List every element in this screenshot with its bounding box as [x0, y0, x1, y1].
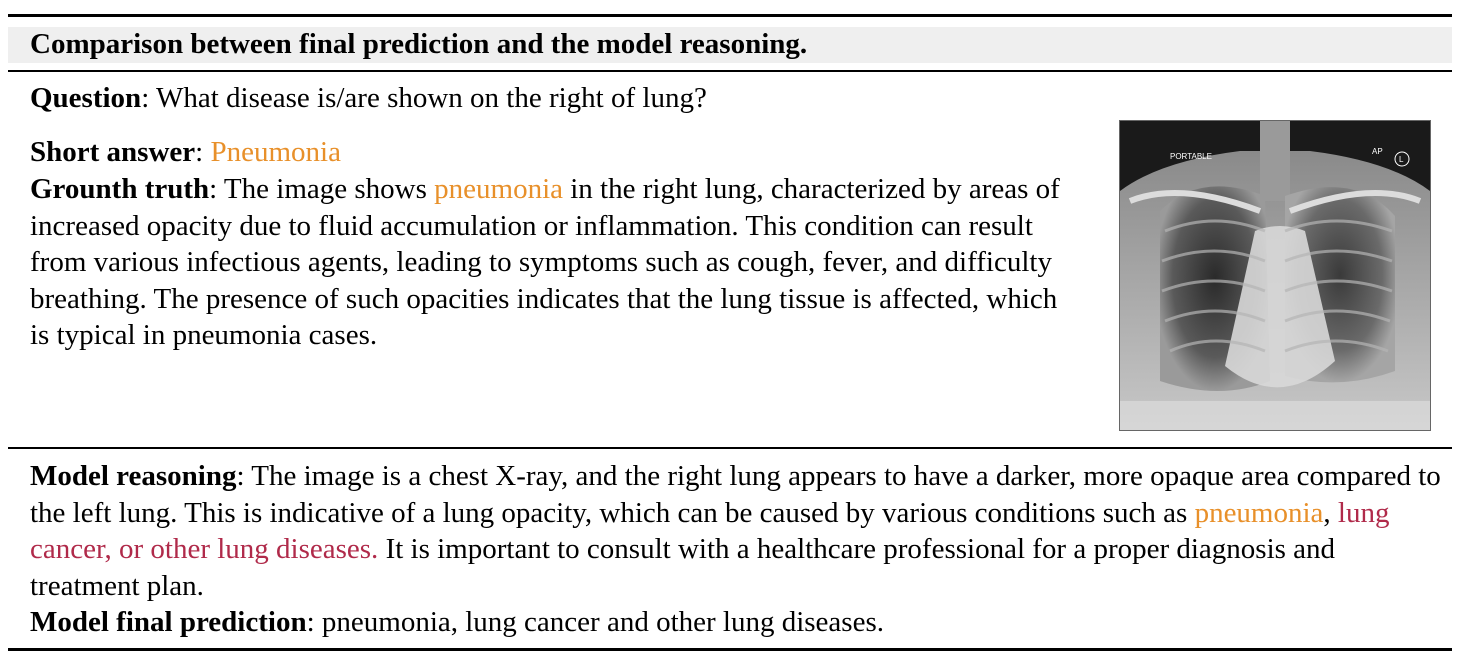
top-rule [8, 14, 1452, 17]
ground-truth-post: in the right lung, characterized by area… [30, 173, 1060, 351]
box-title: Comparison between final prediction and … [30, 28, 808, 60]
xray-ap-label: AP [1372, 147, 1383, 156]
ground-truth-highlight: pneumonia [434, 173, 563, 205]
ground-truth-label: Grounth truth [30, 173, 210, 205]
mid-rule [8, 447, 1452, 449]
model-reasoning-label: Model reasoning [30, 460, 237, 492]
model-reasoning-pre: : The image is a chest X-ray, and the ri… [30, 460, 1441, 529]
final-prediction-text: : pneumonia, lung cancer and other lung … [306, 606, 884, 638]
short-answer-value: Pneumonia [210, 136, 341, 168]
bottom-rule [8, 648, 1452, 651]
model-reasoning-paragraph: Model reasoning: The image is a chest X-… [30, 458, 1445, 604]
final-prediction-label: Model final prediction [30, 606, 307, 638]
short-answer-label: Short answer [30, 136, 196, 168]
model-reasoning-highlight-wrong: lung cancer, or other lung diseases. [30, 496, 1390, 566]
ground-truth-pre: : The image shows [209, 173, 435, 205]
short-answer-line: Short answer: Pneumonia [30, 134, 1110, 171]
question-label: Question [30, 82, 142, 114]
model-reasoning-highlight-correct: pneumonia [1194, 496, 1324, 529]
model-reasoning-post: It is important to consult with a health… [30, 533, 1336, 602]
ground-truth-paragraph: Grounth truth: The image shows pneumonia… [30, 171, 1080, 354]
xray-marker: L [1399, 155, 1404, 164]
title-rule [8, 70, 1452, 72]
xray-portable-label: PORTABLE [1170, 152, 1212, 161]
chest-xray-image: PORTABLE AP L [1119, 120, 1431, 431]
question-line: Question: What disease is/are shown on t… [30, 80, 1130, 117]
model-reasoning-comma: , [1323, 496, 1338, 529]
short-answer-sep: : [195, 136, 211, 168]
final-prediction-line: Model final prediction: pneumonia, lung … [30, 604, 1430, 641]
title-band [8, 27, 1452, 63]
xray-marker-ring [1394, 151, 1410, 167]
question-text: : What disease is/are shown on the right… [141, 82, 707, 114]
